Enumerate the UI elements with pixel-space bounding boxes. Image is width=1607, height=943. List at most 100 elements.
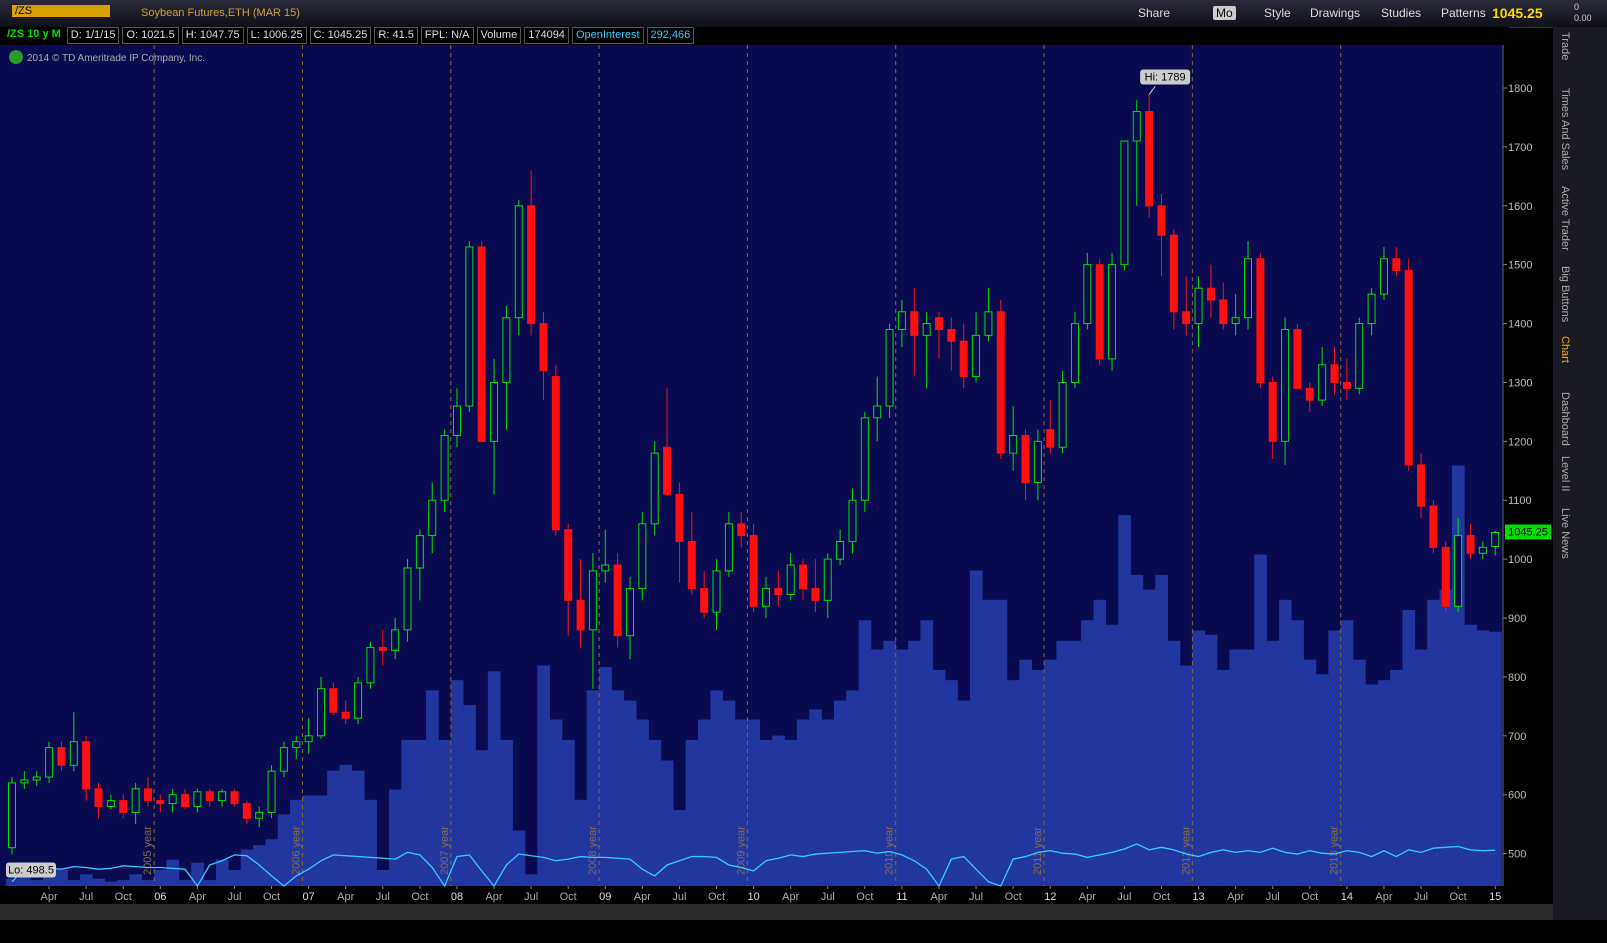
volume-bar — [1006, 680, 1020, 886]
x-tick-label: Jul — [79, 891, 93, 903]
side-tabs: Trade Times And Sales Active Trader Big But… — [1559, 32, 1571, 559]
year-label: 2007 year — [439, 826, 451, 875]
y-tick-label: 1000 — [1508, 554, 1532, 566]
candle-body — [1231, 317, 1240, 325]
x-tick-label: 11 — [896, 891, 907, 903]
candle-body — [1429, 505, 1438, 548]
x-tick-label: 08 — [451, 891, 463, 903]
volume-bar — [265, 839, 279, 886]
drawings-button[interactable]: Drawings — [1310, 6, 1361, 20]
volume-bar — [141, 880, 155, 886]
candle-body — [329, 688, 338, 713]
candle-body — [972, 334, 981, 378]
volume-bar — [772, 735, 785, 886]
hi-pointer — [1148, 86, 1156, 95]
year-label: 2011 year — [1032, 827, 1044, 875]
candle-body — [8, 782, 16, 849]
candle-body — [873, 405, 882, 419]
candle-body — [354, 682, 363, 719]
symbol-box[interactable]: /ZS — [12, 5, 110, 17]
last-price-label: 1045.25 — [1508, 526, 1548, 538]
volume-bar — [351, 770, 365, 886]
year-label: 2005 year — [142, 826, 154, 875]
candle-body — [1367, 293, 1376, 325]
volume-bar — [1180, 665, 1193, 886]
side-tab[interactable]: Level II — [1559, 456, 1571, 491]
volume-bar — [1192, 630, 1206, 886]
volume-bar — [79, 874, 93, 886]
volume-bar — [302, 795, 316, 886]
candle-body — [1194, 287, 1203, 325]
candle-body — [749, 535, 758, 607]
info-bar: /ZS 10 y M D: 1/1/15 O: 1021.5 H: 1047.7… — [0, 27, 1509, 45]
candle-body — [848, 499, 857, 542]
hi-label: Hi: 1789 — [1145, 71, 1186, 83]
volume-bar — [895, 649, 909, 886]
volume-bar — [833, 700, 847, 886]
volume-bar — [1217, 669, 1230, 886]
x-tick-label: Oct — [560, 891, 577, 903]
candle-body — [1355, 323, 1364, 389]
x-tick-label: Oct — [856, 891, 873, 903]
side-tab[interactable]: Dashboard — [1559, 392, 1571, 446]
x-tick-label: 10 — [747, 891, 759, 903]
studies-button[interactable]: Studies — [1381, 6, 1422, 20]
volume-bar — [722, 700, 736, 886]
chart: 2014 © TD Ameritrade IP Company, Inc. Tr… — [0, 27, 1607, 943]
candle-body — [564, 529, 573, 601]
period-button[interactable]: Mo — [1213, 6, 1236, 20]
last-price: 1045.25 — [1492, 5, 1543, 21]
info-icon[interactable] — [9, 50, 23, 64]
side-tab[interactable]: Live News — [1559, 508, 1571, 559]
x-tick-label: Jul — [227, 891, 241, 903]
candle-body — [131, 788, 140, 813]
open-interest-line — [11, 843, 1496, 888]
x-tick-label: Oct — [1301, 891, 1318, 903]
volume-bar — [166, 859, 180, 886]
volume-bar — [524, 874, 538, 886]
candle-body — [1454, 535, 1463, 607]
side-tab[interactable]: Active Trader — [1559, 186, 1571, 251]
side-tab[interactable]: Big Buttons — [1559, 266, 1571, 323]
candle-body — [1132, 111, 1141, 142]
x-tick-label: Jul — [672, 891, 686, 903]
side-tab[interactable]: Times And Sales — [1559, 88, 1571, 171]
candle-body — [428, 499, 437, 537]
candle-body — [947, 328, 956, 342]
volume-bar — [438, 739, 452, 886]
x-tick-label: 07 — [303, 891, 315, 903]
volume-bar — [574, 799, 588, 886]
candle-body — [551, 376, 560, 531]
side-tab[interactable]: Trade — [1559, 32, 1571, 60]
volume-bar — [945, 680, 958, 886]
x-tick-label: Apr — [1227, 891, 1244, 903]
side-tab[interactable]: Chart — [1559, 336, 1571, 363]
year-label: 2008 year — [587, 826, 599, 875]
volume-bar — [821, 719, 835, 886]
style-button[interactable]: Style — [1264, 6, 1291, 20]
volume-bar — [982, 599, 995, 886]
volume-bar — [1390, 669, 1403, 886]
volume-bar — [562, 739, 575, 886]
volume-bar — [1365, 684, 1379, 886]
volume-bar — [92, 878, 105, 886]
scrollbar[interactable] — [0, 904, 1553, 920]
volume-bar — [1427, 599, 1440, 886]
share-button[interactable]: Share — [1138, 6, 1171, 20]
info-date: D: 1/1/15 — [66, 27, 120, 44]
candle-body — [1070, 323, 1079, 383]
watermark: 2014 © TD Ameritrade IP Company, Inc. — [27, 53, 205, 64]
candle-body — [1330, 364, 1339, 383]
candle-body — [378, 646, 387, 651]
candle-body — [959, 340, 968, 378]
volume-bar — [908, 640, 921, 886]
volume-bar — [747, 719, 761, 886]
info-volume: 174094 — [524, 27, 569, 44]
year-label: 2013 year — [1329, 826, 1341, 875]
candle-body — [242, 803, 251, 819]
candle-body — [477, 246, 486, 442]
volume-bar — [858, 620, 872, 886]
volume-bar — [1118, 515, 1131, 886]
volume-bar — [1019, 659, 1032, 886]
patterns-button[interactable]: Patterns — [1441, 6, 1486, 20]
